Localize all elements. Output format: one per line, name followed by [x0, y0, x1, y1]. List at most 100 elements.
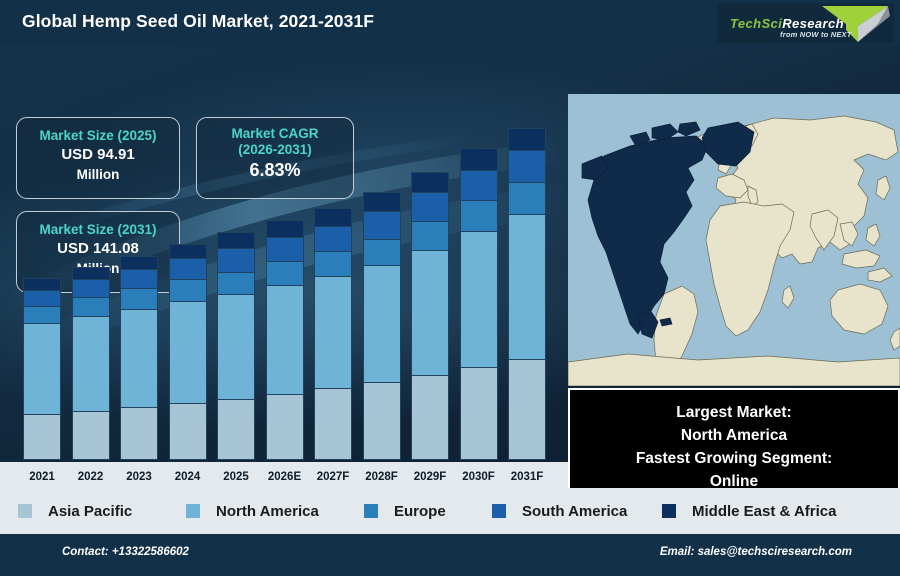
legend-item-south-america[interactable]: South America: [492, 503, 627, 520]
footer-contact-text: Contact: +13322586602: [62, 546, 189, 558]
stat-card-heading: Market Size (2031): [39, 222, 157, 237]
legend-item-middle-east-africa[interactable]: Middle East & Africa: [662, 503, 836, 520]
bar-2022: [71, 267, 110, 460]
bar-segment: [168, 243, 207, 259]
bar-segment: [508, 359, 546, 460]
bar-segment: [23, 323, 61, 415]
bar-segment: [217, 232, 255, 249]
page-title: Global Hemp Seed Oil Market, 2021-2031F: [22, 11, 375, 31]
bar-segment: [411, 221, 449, 251]
bar-segment: [314, 251, 352, 277]
bar-segment: [168, 402, 207, 460]
bar-segment: [362, 239, 401, 265]
x-axis-label: 2022: [77, 471, 104, 483]
x-axis-label: 2028F: [365, 471, 398, 483]
bar-segment: [265, 393, 304, 460]
x-axis-label: 2023: [126, 471, 152, 483]
bar-segment: [508, 181, 546, 215]
legend-swatch-icon: [186, 504, 200, 518]
bar-segment: [23, 414, 61, 460]
x-axis-label: 2027F: [316, 471, 350, 483]
legend-item-europe[interactable]: Europe: [364, 503, 446, 520]
x-axis-label: 2025: [223, 471, 249, 483]
bar-segment: [217, 399, 255, 460]
legend-swatch-icon: [662, 504, 676, 518]
bar-segment: [362, 211, 401, 240]
bar-segment: [217, 294, 255, 400]
legend-label: North America: [216, 502, 319, 520]
bar-segment: [508, 150, 546, 182]
footer-email-text: Email: sales@techsciresearch.com: [659, 546, 852, 558]
stat-card-value: USD 94.91: [61, 146, 135, 163]
x-axis-label: 2031F: [510, 471, 544, 483]
stat-card-subheading: (2026-2031): [238, 142, 312, 157]
logo-arrow-icon: [822, 6, 890, 42]
bar-segment: [265, 285, 304, 394]
stat-card-market-cagr: Market CAGR (2026-2031) 6.83%: [196, 117, 354, 199]
bar-segment: [265, 261, 304, 286]
bar-segment: [411, 374, 449, 460]
bar-2027f: [314, 207, 352, 460]
legend-label: Europe: [394, 502, 446, 520]
bar-segment: [71, 316, 110, 411]
bar-segment: [168, 300, 207, 403]
bar-segment: [217, 271, 255, 295]
callout-line-fastest-segment-value: Online: [709, 473, 759, 488]
bar-segment: [120, 269, 158, 289]
callout-line-fastest-segment-label: Fastest Growing Segment:: [635, 450, 833, 467]
legend-item-asia-pacific[interactable]: Asia Pacific: [18, 503, 132, 520]
x-axis-strip: [0, 462, 568, 488]
world-map-icon: [568, 94, 900, 386]
bar-segment: [23, 306, 61, 324]
bar-segment: [314, 207, 352, 226]
bar-segment: [120, 407, 158, 460]
x-axis-label: 2030F: [462, 471, 495, 483]
bar-segment: [508, 128, 546, 151]
stat-card-heading: Market Size (2025): [39, 128, 157, 143]
logo-wordmark: TechSciResearch: [730, 16, 844, 31]
bar-segment: [314, 225, 352, 252]
bar-segment: [411, 250, 449, 375]
bar-segment: [411, 171, 449, 192]
bar-segment: [314, 388, 352, 460]
legend-item-north-america[interactable]: North America: [186, 503, 319, 520]
stat-card-value: USD 141.08: [57, 240, 139, 257]
bar-segment: [71, 267, 110, 280]
bar-segment: [459, 169, 498, 200]
bar-segment: [23, 289, 61, 307]
bar-segment: [265, 220, 304, 237]
world-map-panel: [568, 94, 900, 386]
x-axis-label: 2029F: [413, 471, 447, 483]
stat-card-heading: Market CAGR: [231, 126, 319, 141]
map-highlight-north-america: [581, 121, 755, 339]
brand-logo: TechSciResearch from NOW to NEXT: [718, 3, 894, 43]
legend-label: Asia Pacific: [48, 502, 133, 520]
bar-2021: [23, 278, 61, 460]
logo-research-text: Research: [782, 16, 844, 31]
bar-segment: [362, 381, 401, 460]
bar-segment: [459, 231, 498, 367]
bar-segment: [362, 264, 401, 382]
bar-segment: [71, 297, 110, 317]
logo-tech-text: TechSci: [730, 16, 783, 31]
x-axis-label: 2026E: [267, 471, 302, 483]
legend-swatch-icon: [492, 504, 506, 518]
bar-segment: [217, 248, 255, 272]
bar-segment: [23, 278, 61, 290]
bar-segment: [265, 236, 304, 262]
legend-label: Middle East & Africa: [692, 502, 837, 520]
x-axis-label: 2024: [174, 471, 201, 483]
footer-bar: Contact: +13322586602 Email: sales@techs…: [0, 534, 900, 576]
x-axis-labels: 2021 2022 2023 2024 2025 2026E 2027F 2028F 2029F…: [0, 462, 568, 488]
bar-2024: [168, 243, 207, 460]
legend-label: South America: [522, 502, 628, 520]
bar-segment: [120, 288, 158, 309]
bar-segment: [459, 366, 498, 460]
bar-2028f: [362, 191, 401, 460]
stat-card-value: 6.83%: [249, 160, 301, 180]
header-bar: Global Hemp Seed Oil Market, 2021-2031F …: [0, 0, 900, 46]
chart-canvas-area: Market Size (2025) USD 94.91 Million Mar…: [0, 46, 900, 488]
bar-segment: [168, 258, 207, 280]
bar-segment: [71, 410, 110, 460]
